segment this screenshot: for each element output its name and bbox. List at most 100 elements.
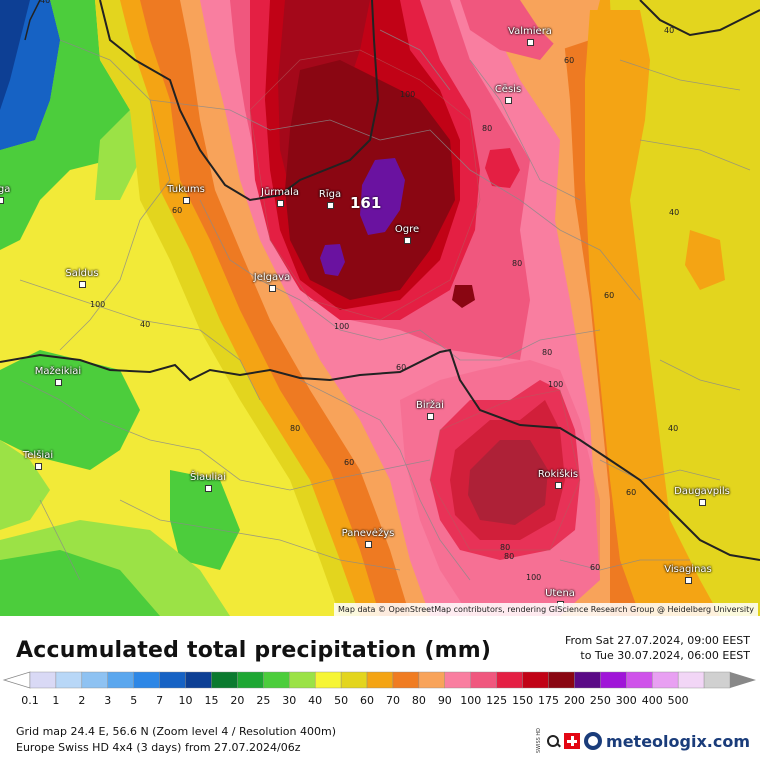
contour-label: 80 bbox=[482, 124, 493, 133]
legend-swatch bbox=[55, 671, 83, 689]
legend-label: 20 bbox=[230, 694, 244, 707]
legend-swatch bbox=[703, 671, 731, 689]
legend-label: 0.1 bbox=[21, 694, 39, 707]
legend-label: 1 bbox=[52, 694, 59, 707]
city-label: Jūrmala bbox=[261, 187, 299, 198]
city-marker[interactable] bbox=[183, 197, 190, 204]
map-attribution[interactable]: Map data © OpenStreetMap contributors, r… bbox=[334, 603, 758, 616]
country-borders bbox=[0, 0, 760, 561]
grid-info: Grid map 24.4 E, 56.6 N (Zoom level 4 / … bbox=[16, 725, 336, 738]
period-to: to Tue 30.07.2024, 06:00 EEST bbox=[580, 649, 750, 662]
legend-label: 25 bbox=[256, 694, 270, 707]
legend-label: 200 bbox=[564, 694, 585, 707]
city-label: Daugavpils bbox=[674, 486, 730, 497]
contour-label: 80 bbox=[290, 424, 301, 433]
city-label: Jelgava bbox=[253, 272, 291, 283]
west-green-field bbox=[0, 0, 130, 250]
admin-borders bbox=[19, 29, 751, 581]
city-marker[interactable] bbox=[35, 463, 42, 470]
legend-max-arrow bbox=[730, 672, 756, 688]
city-label: Rokiškis bbox=[537, 469, 579, 480]
legend-label: 125 bbox=[486, 694, 507, 707]
city-marker[interactable] bbox=[505, 97, 512, 104]
legend-swatch bbox=[522, 671, 549, 689]
city-label: Tukums bbox=[167, 184, 205, 195]
contour-lines bbox=[249, 49, 581, 551]
meteologix-logo-icon bbox=[584, 732, 603, 750]
city-label: Cēsis bbox=[494, 84, 522, 95]
color-legend: 0.1 1 2 3 5 7 10 15 20 25 30 40 50 60 70 80 90 100 125 150 1… bbox=[2, 671, 756, 707]
city-label: Šiauliai bbox=[189, 472, 227, 483]
legend-label: 150 bbox=[512, 694, 533, 707]
contour-label: 100 bbox=[334, 322, 350, 331]
city-marker[interactable] bbox=[277, 200, 284, 207]
city-marker[interactable] bbox=[527, 39, 534, 46]
city-marker[interactable] bbox=[55, 379, 62, 386]
city-marker[interactable] bbox=[699, 499, 706, 506]
legend-label: 3 bbox=[104, 694, 111, 707]
contour-label: 80 bbox=[504, 552, 515, 561]
legend-label: 90 bbox=[438, 694, 452, 707]
purple-max-cell bbox=[360, 158, 405, 235]
legend-swatch bbox=[366, 671, 394, 689]
legend-swatch bbox=[29, 671, 57, 689]
city-marker[interactable] bbox=[79, 281, 86, 288]
legend-swatch bbox=[548, 671, 575, 689]
swiss-hd-tag: SWISS HD bbox=[536, 728, 543, 754]
max-precip-label: 161 bbox=[350, 194, 382, 212]
city-marker[interactable] bbox=[327, 202, 334, 209]
city-marker[interactable] bbox=[404, 237, 411, 244]
contour-label: 40 bbox=[140, 320, 151, 329]
legend-label: 40 bbox=[308, 694, 322, 707]
swiss-flag-icon bbox=[564, 733, 581, 749]
map-svg bbox=[0, 0, 760, 616]
city-marker[interactable] bbox=[555, 482, 562, 489]
city-label: Saldus bbox=[65, 268, 99, 279]
legend-swatch bbox=[81, 671, 108, 689]
contour-label: 80 bbox=[512, 259, 523, 268]
legend-swatch bbox=[444, 671, 471, 689]
legend-swatch bbox=[652, 671, 679, 689]
legend-label: 500 bbox=[668, 694, 689, 707]
city-marker[interactable] bbox=[269, 285, 276, 292]
legend-swatch bbox=[677, 671, 705, 689]
city-label: Rīga bbox=[318, 189, 342, 200]
legend-label: 60 bbox=[360, 694, 374, 707]
brand[interactable]: SWISS HD meteologix.com bbox=[536, 728, 750, 754]
legend-swatch bbox=[107, 671, 134, 689]
legend-min-arrow bbox=[2, 671, 31, 689]
city-marker[interactable] bbox=[0, 197, 4, 204]
contour-label: 60 bbox=[626, 488, 637, 497]
contour-label: 100 bbox=[548, 380, 564, 389]
city-marker[interactable] bbox=[427, 413, 434, 420]
city-label: Visaginas bbox=[664, 564, 712, 575]
legend-swatch bbox=[211, 671, 238, 689]
city-marker[interactable] bbox=[685, 577, 692, 584]
model-info: Europe Swiss HD 4x4 (3 days) from 27.07.… bbox=[16, 741, 301, 754]
contour-label: 60 bbox=[396, 363, 407, 372]
legend-label: 30 bbox=[282, 694, 296, 707]
meta-info: Grid map 24.4 E, 56.6 N (Zoom level 4 / … bbox=[16, 724, 336, 756]
legend-label: 250 bbox=[590, 694, 611, 707]
legend-swatch bbox=[133, 671, 160, 689]
precipitation-map[interactable]: Valmiera Cēsis Tukums Jūrmala Rīga Ogre Saldus… bbox=[0, 0, 760, 616]
legend-label: 400 bbox=[642, 694, 663, 707]
city-label: Liga bbox=[0, 184, 11, 195]
contour-label: 100 bbox=[90, 300, 106, 309]
legend-swatch bbox=[626, 671, 653, 689]
legend-label: 15 bbox=[204, 694, 218, 707]
city-label: Mažeikiai bbox=[34, 366, 82, 377]
period-from: From Sat 27.07.2024, 09:00 EEST bbox=[564, 634, 750, 647]
legend-swatch bbox=[314, 671, 342, 689]
legend-swatch bbox=[159, 671, 186, 689]
city-marker[interactable] bbox=[365, 541, 372, 548]
city-label: Telšiai bbox=[22, 450, 54, 461]
east-field bbox=[600, 0, 760, 616]
contour-label: 60 bbox=[590, 563, 601, 572]
legend-swatch bbox=[263, 671, 290, 689]
city-marker[interactable] bbox=[205, 485, 212, 492]
contour-label: 80 bbox=[542, 348, 553, 357]
contour-label: 80 bbox=[500, 543, 511, 552]
contour-label: 60 bbox=[604, 291, 615, 300]
legend-swatch bbox=[574, 671, 601, 689]
